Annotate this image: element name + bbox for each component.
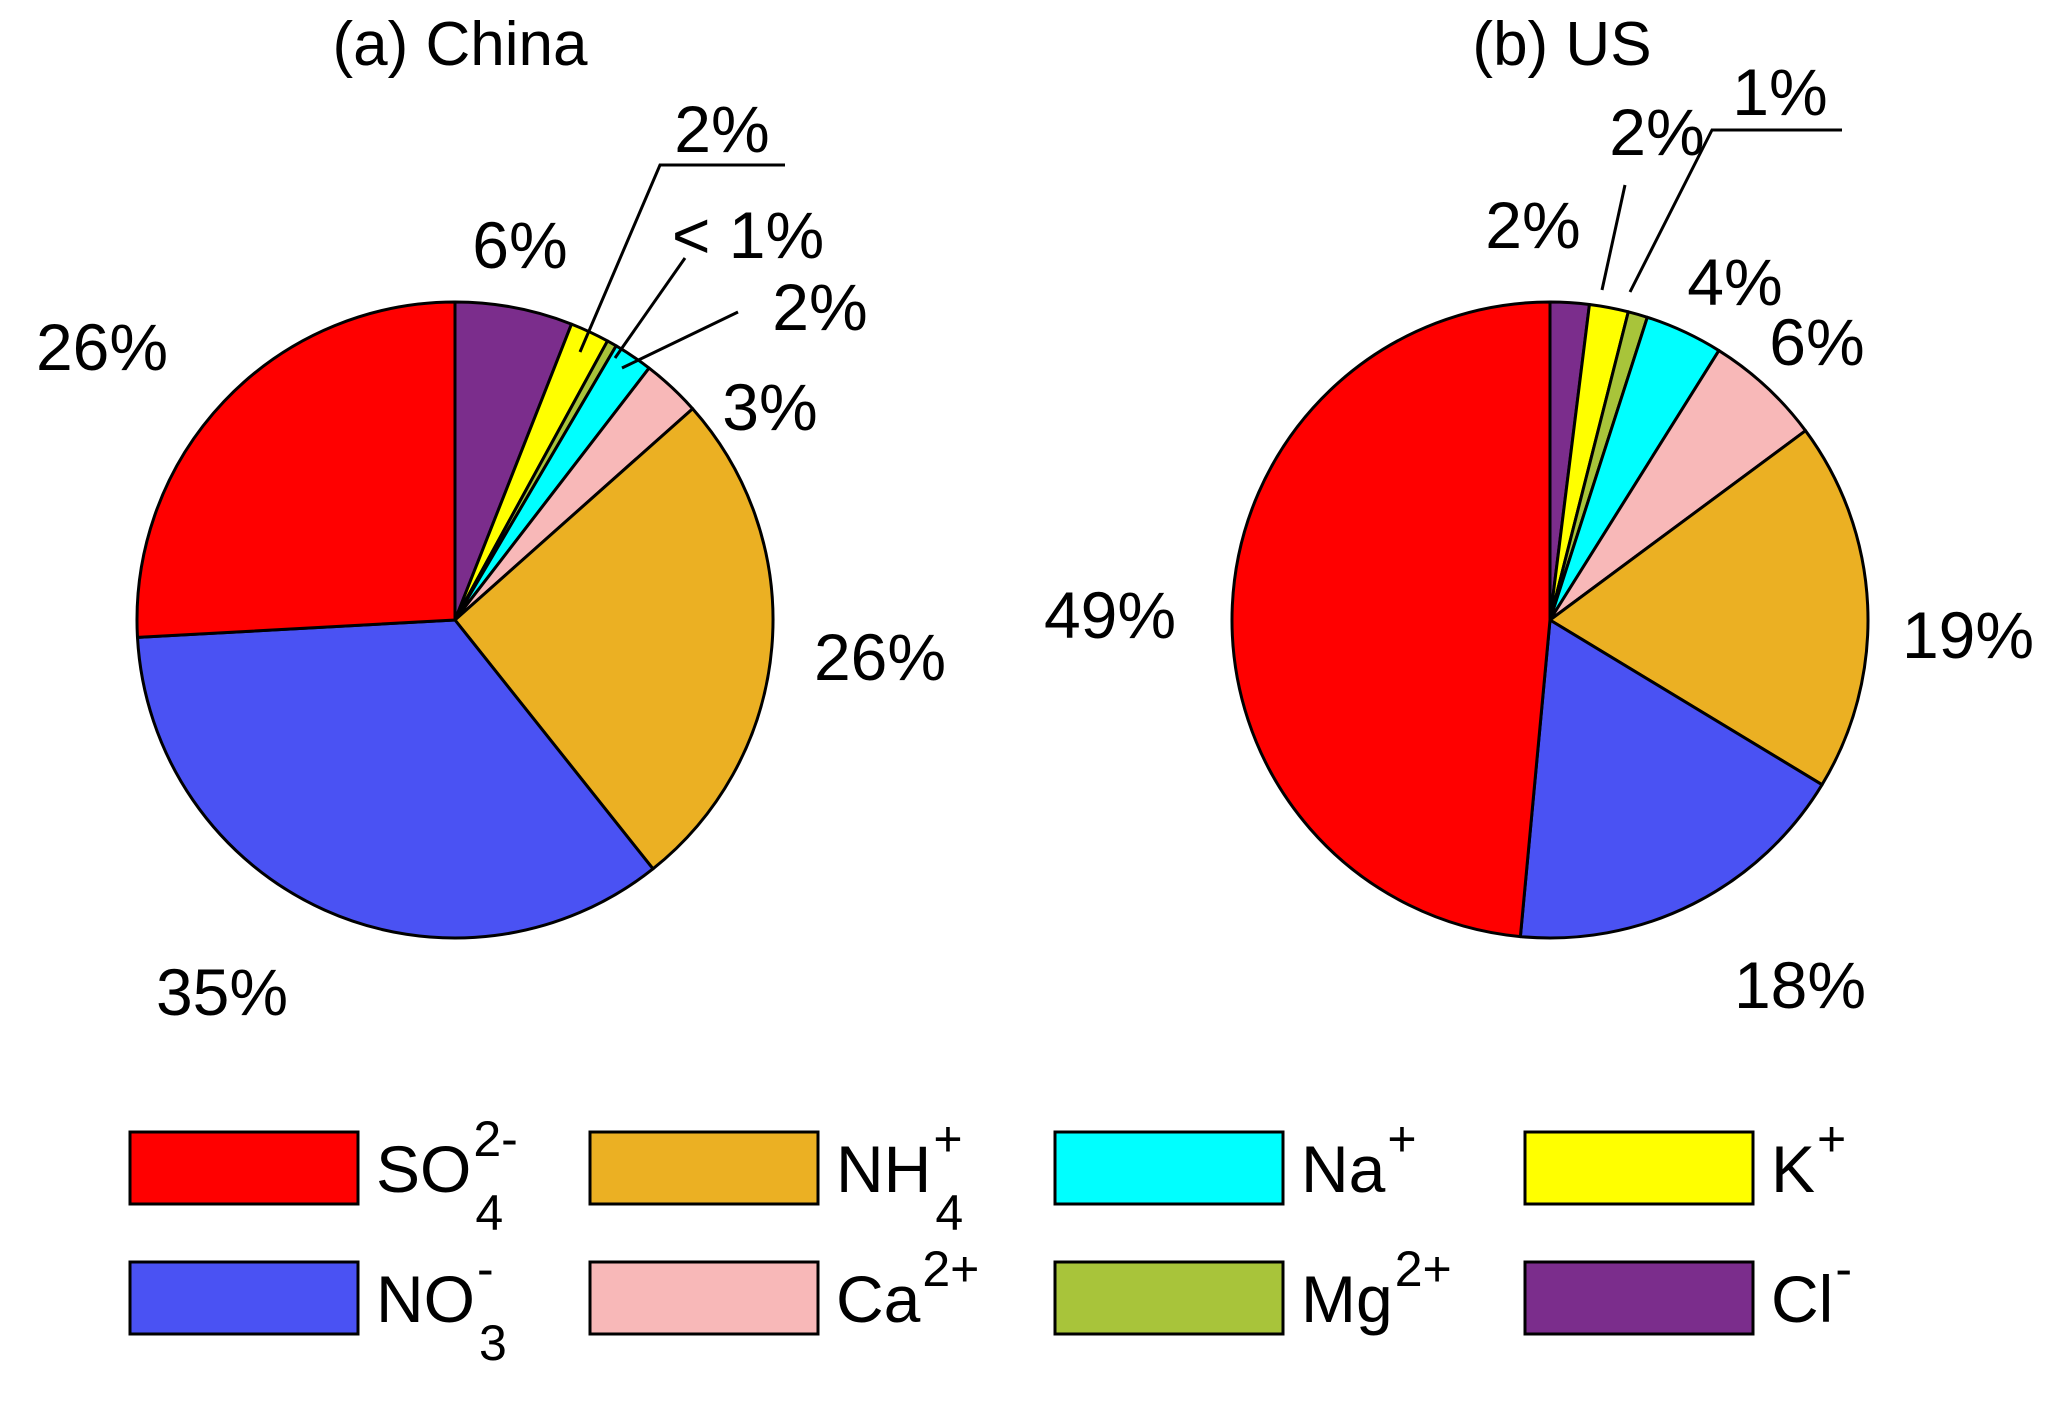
legend-label-no3: NO [376, 1262, 475, 1336]
label-no3-us: 18% [1734, 948, 1866, 1022]
chart-title-us: (b) US [1472, 10, 1651, 79]
label-nh4-us: 19% [1902, 598, 2034, 672]
legend-item-k: K + [1523, 1111, 1846, 1206]
legend-charge-k: + [1817, 1111, 1846, 1167]
label-cl-china: 6% [472, 208, 567, 282]
pie-slice-no3 [1518, 618, 1824, 940]
pie-labels-us: 2% 2% 1% 4% 6% 19% 18% 49% [1044, 55, 2034, 1022]
legend-label-so4: SO [376, 1132, 471, 1206]
legend-item-na: Na + [1053, 1111, 1417, 1206]
pie-slice-nh4 [453, 407, 775, 871]
label-na-china: 2% [772, 270, 867, 344]
legend-swatch-k [1523, 1130, 1755, 1206]
legend-item-mg: Mg 2+ [1053, 1241, 1452, 1336]
pie-chart-china: (a) China 6% 2% < 1% 2% 3% 26% 35% 26% [36, 10, 946, 1029]
pie-slices-china [135, 300, 775, 940]
legend-swatch-so4 [128, 1130, 360, 1206]
pie-slice-so4 [135, 300, 457, 639]
legend-swatch-no3 [128, 1260, 360, 1336]
legend-item-cl: Cl - [1523, 1241, 1852, 1336]
legend-subscript-so4: 4 [475, 1185, 503, 1241]
legend-label-mg: Mg [1301, 1262, 1393, 1336]
legend-swatch-cl [1523, 1260, 1755, 1336]
legend-swatch-nh4 [588, 1130, 820, 1206]
label-mg-china: < 1% [672, 198, 824, 272]
label-so4-china: 26% [36, 310, 168, 384]
chart-title-china: (a) China [333, 10, 589, 79]
legend-label-cl: Cl [1771, 1262, 1833, 1336]
legend-label-na: Na [1301, 1132, 1386, 1206]
legend-item-so4: SO 2- 4 [128, 1111, 518, 1241]
legend: SO 2-4NH +4Na + K +NO -3Ca 2+ Mg 2+ Cl - [128, 1111, 1852, 1371]
legend-charge-ca: 2+ [922, 1241, 979, 1297]
pie-slice-so4 [1230, 300, 1552, 939]
label-na-us: 4% [1687, 245, 1782, 319]
label-mg-us: 1% [1732, 55, 1827, 129]
pie-labels-china: 6% 2% < 1% 2% 3% 26% 35% 26% [36, 92, 946, 1029]
pie-chart-us: (b) US 2% 2% 1% 4% 6% 19% 18% 49% [1044, 10, 2034, 1022]
legend-subscript-no3: 3 [479, 1315, 507, 1371]
legend-label-k: K [1771, 1132, 1815, 1206]
label-k-china: 2% [674, 92, 769, 166]
legend-label-nh4: NH [836, 1132, 931, 1206]
legend-charge-cl: - [1835, 1241, 1852, 1297]
label-so4-us: 49% [1044, 578, 1176, 652]
legend-subscript-nh4: 4 [935, 1185, 963, 1241]
legend-charge-so4: 2- [473, 1111, 517, 1167]
legend-charge-na: + [1387, 1111, 1416, 1167]
label-nh4-china: 26% [814, 620, 946, 694]
legend-swatch-mg [1053, 1260, 1285, 1336]
label-no3-china: 35% [156, 955, 288, 1029]
legend-item-nh4: NH +4 [588, 1111, 963, 1241]
legend-swatch-ca [588, 1260, 820, 1336]
pie-slice-no3 [135, 618, 655, 940]
legend-label-ca: Ca [836, 1262, 921, 1336]
legend-swatch-na [1053, 1130, 1285, 1206]
legend-item-ca: Ca 2+ [588, 1241, 979, 1336]
pie-slice-nh4 [1548, 429, 1870, 787]
label-ca-china: 3% [722, 370, 817, 444]
legend-item-no3: NO - 3 [128, 1241, 507, 1371]
legend-charge-nh4: + [933, 1111, 962, 1167]
label-k-us: 2% [1609, 95, 1704, 169]
legend-charge-mg: 2+ [1395, 1241, 1452, 1297]
legend-charge-no3: - [477, 1241, 494, 1297]
label-ca-us: 6% [1769, 305, 1864, 379]
label-cl-us: 2% [1485, 188, 1580, 262]
leader-lines-china [578, 163, 785, 370]
leader-lines-us [1600, 128, 1842, 293]
pie-slices-us [1230, 300, 1870, 940]
pie-slice-cl [453, 300, 574, 622]
